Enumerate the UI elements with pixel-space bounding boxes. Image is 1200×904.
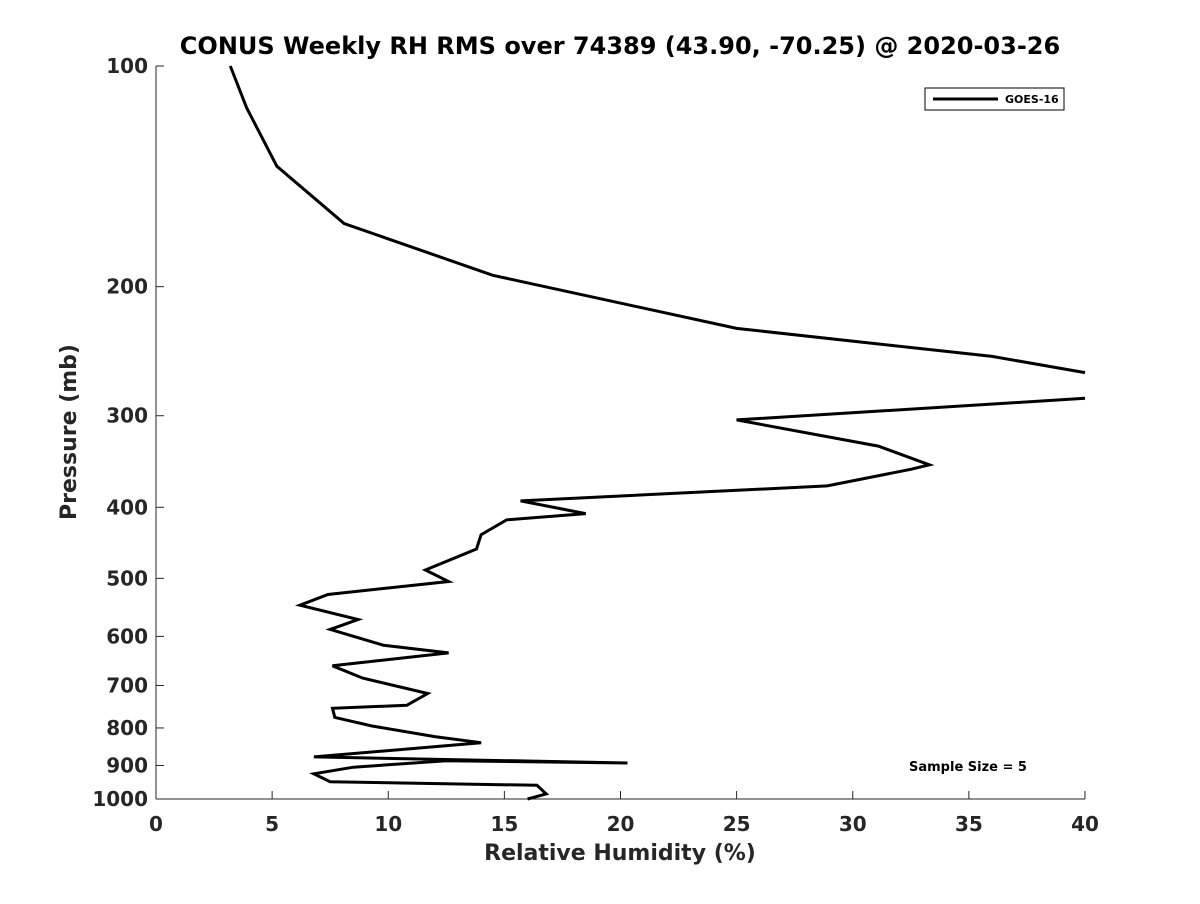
x-tick-label: 25 xyxy=(723,812,751,836)
y-tick-label: 800 xyxy=(106,716,148,740)
y-tick-label: 400 xyxy=(106,495,148,519)
x-tick-label: 35 xyxy=(955,812,983,836)
y-axis-title: Pressure (mb) xyxy=(57,344,82,520)
x-axis-title: Relative Humidity (%) xyxy=(484,841,756,866)
y-tick-label: 100 xyxy=(106,54,148,78)
x-tick-label: 0 xyxy=(149,812,163,836)
x-tick-label: 5 xyxy=(265,812,279,836)
x-tick-label: 15 xyxy=(490,812,518,836)
x-tick-label: 20 xyxy=(607,812,635,836)
x-tick-label: 40 xyxy=(1071,812,1099,836)
y-tick-label: 600 xyxy=(106,624,148,648)
y-tick-label: 200 xyxy=(106,275,148,299)
series-line-goes16 xyxy=(228,65,1086,375)
series-line-goes16 xyxy=(294,396,1086,801)
y-tick-label: 900 xyxy=(106,753,148,777)
y-tick-label: 300 xyxy=(106,404,148,428)
series-layer xyxy=(228,65,1086,801)
y-tick-label: 1000 xyxy=(92,787,148,811)
legend: GOES-16 xyxy=(924,87,1065,111)
x-tick-label: 30 xyxy=(839,812,867,836)
tick-marks: 0 5 10 15 20 25 30 35 40 100 200 300 400 500 600 700 800… xyxy=(92,54,1099,836)
y-tick-label: 700 xyxy=(106,673,148,697)
chart-title: CONUS Weekly RH RMS over 74389 (43.90, -… xyxy=(180,32,1060,60)
y-tick-label: 500 xyxy=(106,566,148,590)
legend-label-goes16: GOES-16 xyxy=(1005,93,1059,106)
x-tick-label: 10 xyxy=(374,812,402,836)
sample-size-annotation: Sample Size = 5 xyxy=(909,760,1027,775)
